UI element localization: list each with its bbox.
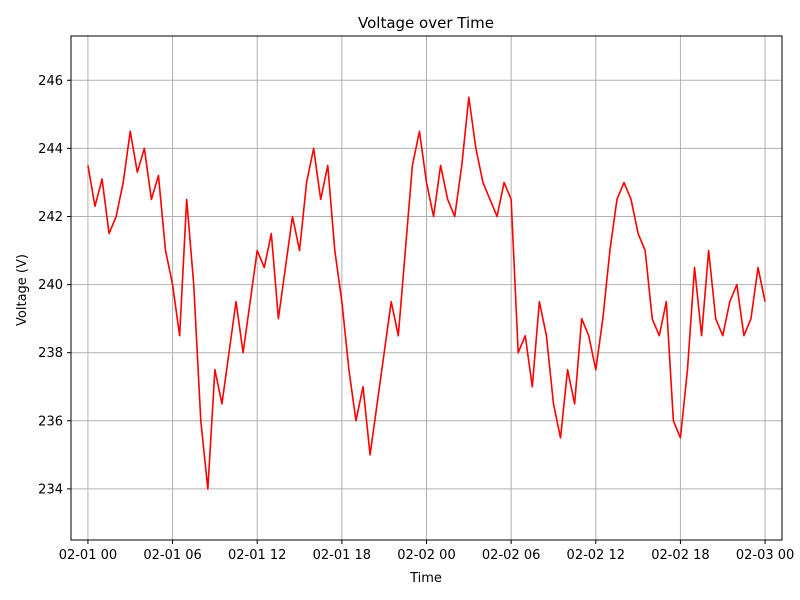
y-tick-label: 246 (38, 74, 63, 89)
y-axis-label: Voltage (V) (15, 254, 30, 326)
chart-title: Voltage over Time (358, 14, 494, 32)
y-tick-label: 234 (38, 482, 63, 497)
x-tick-label: 02-01 00 (59, 548, 117, 563)
grid-lines (71, 36, 782, 540)
voltage-series-line (87, 96, 766, 490)
y-tick-label: 240 (38, 278, 63, 293)
x-tick-label: 02-02 00 (397, 548, 455, 563)
x-tick-label: 02-02 18 (651, 548, 709, 563)
x-tick-label: 02-02 12 (567, 548, 625, 563)
x-tick-label: 02-01 06 (143, 548, 201, 563)
y-tick-label: 236 (38, 414, 63, 429)
axis-ticks: 02-01 00 02-01 06 02-01 12 02-01 18 02-02 00… (38, 74, 794, 563)
plot-area (87, 96, 766, 490)
x-tick-label: 02-01 18 (313, 548, 371, 563)
y-tick-label: 244 (38, 142, 63, 157)
x-tick-label: 02-02 06 (482, 548, 540, 563)
y-tick-label: 242 (38, 210, 63, 225)
x-axis-label: Time (409, 571, 442, 586)
x-tick-label: 02-03 00 (736, 548, 794, 563)
y-tick-label: 238 (38, 346, 63, 361)
x-tick-label: 02-01 12 (228, 548, 286, 563)
